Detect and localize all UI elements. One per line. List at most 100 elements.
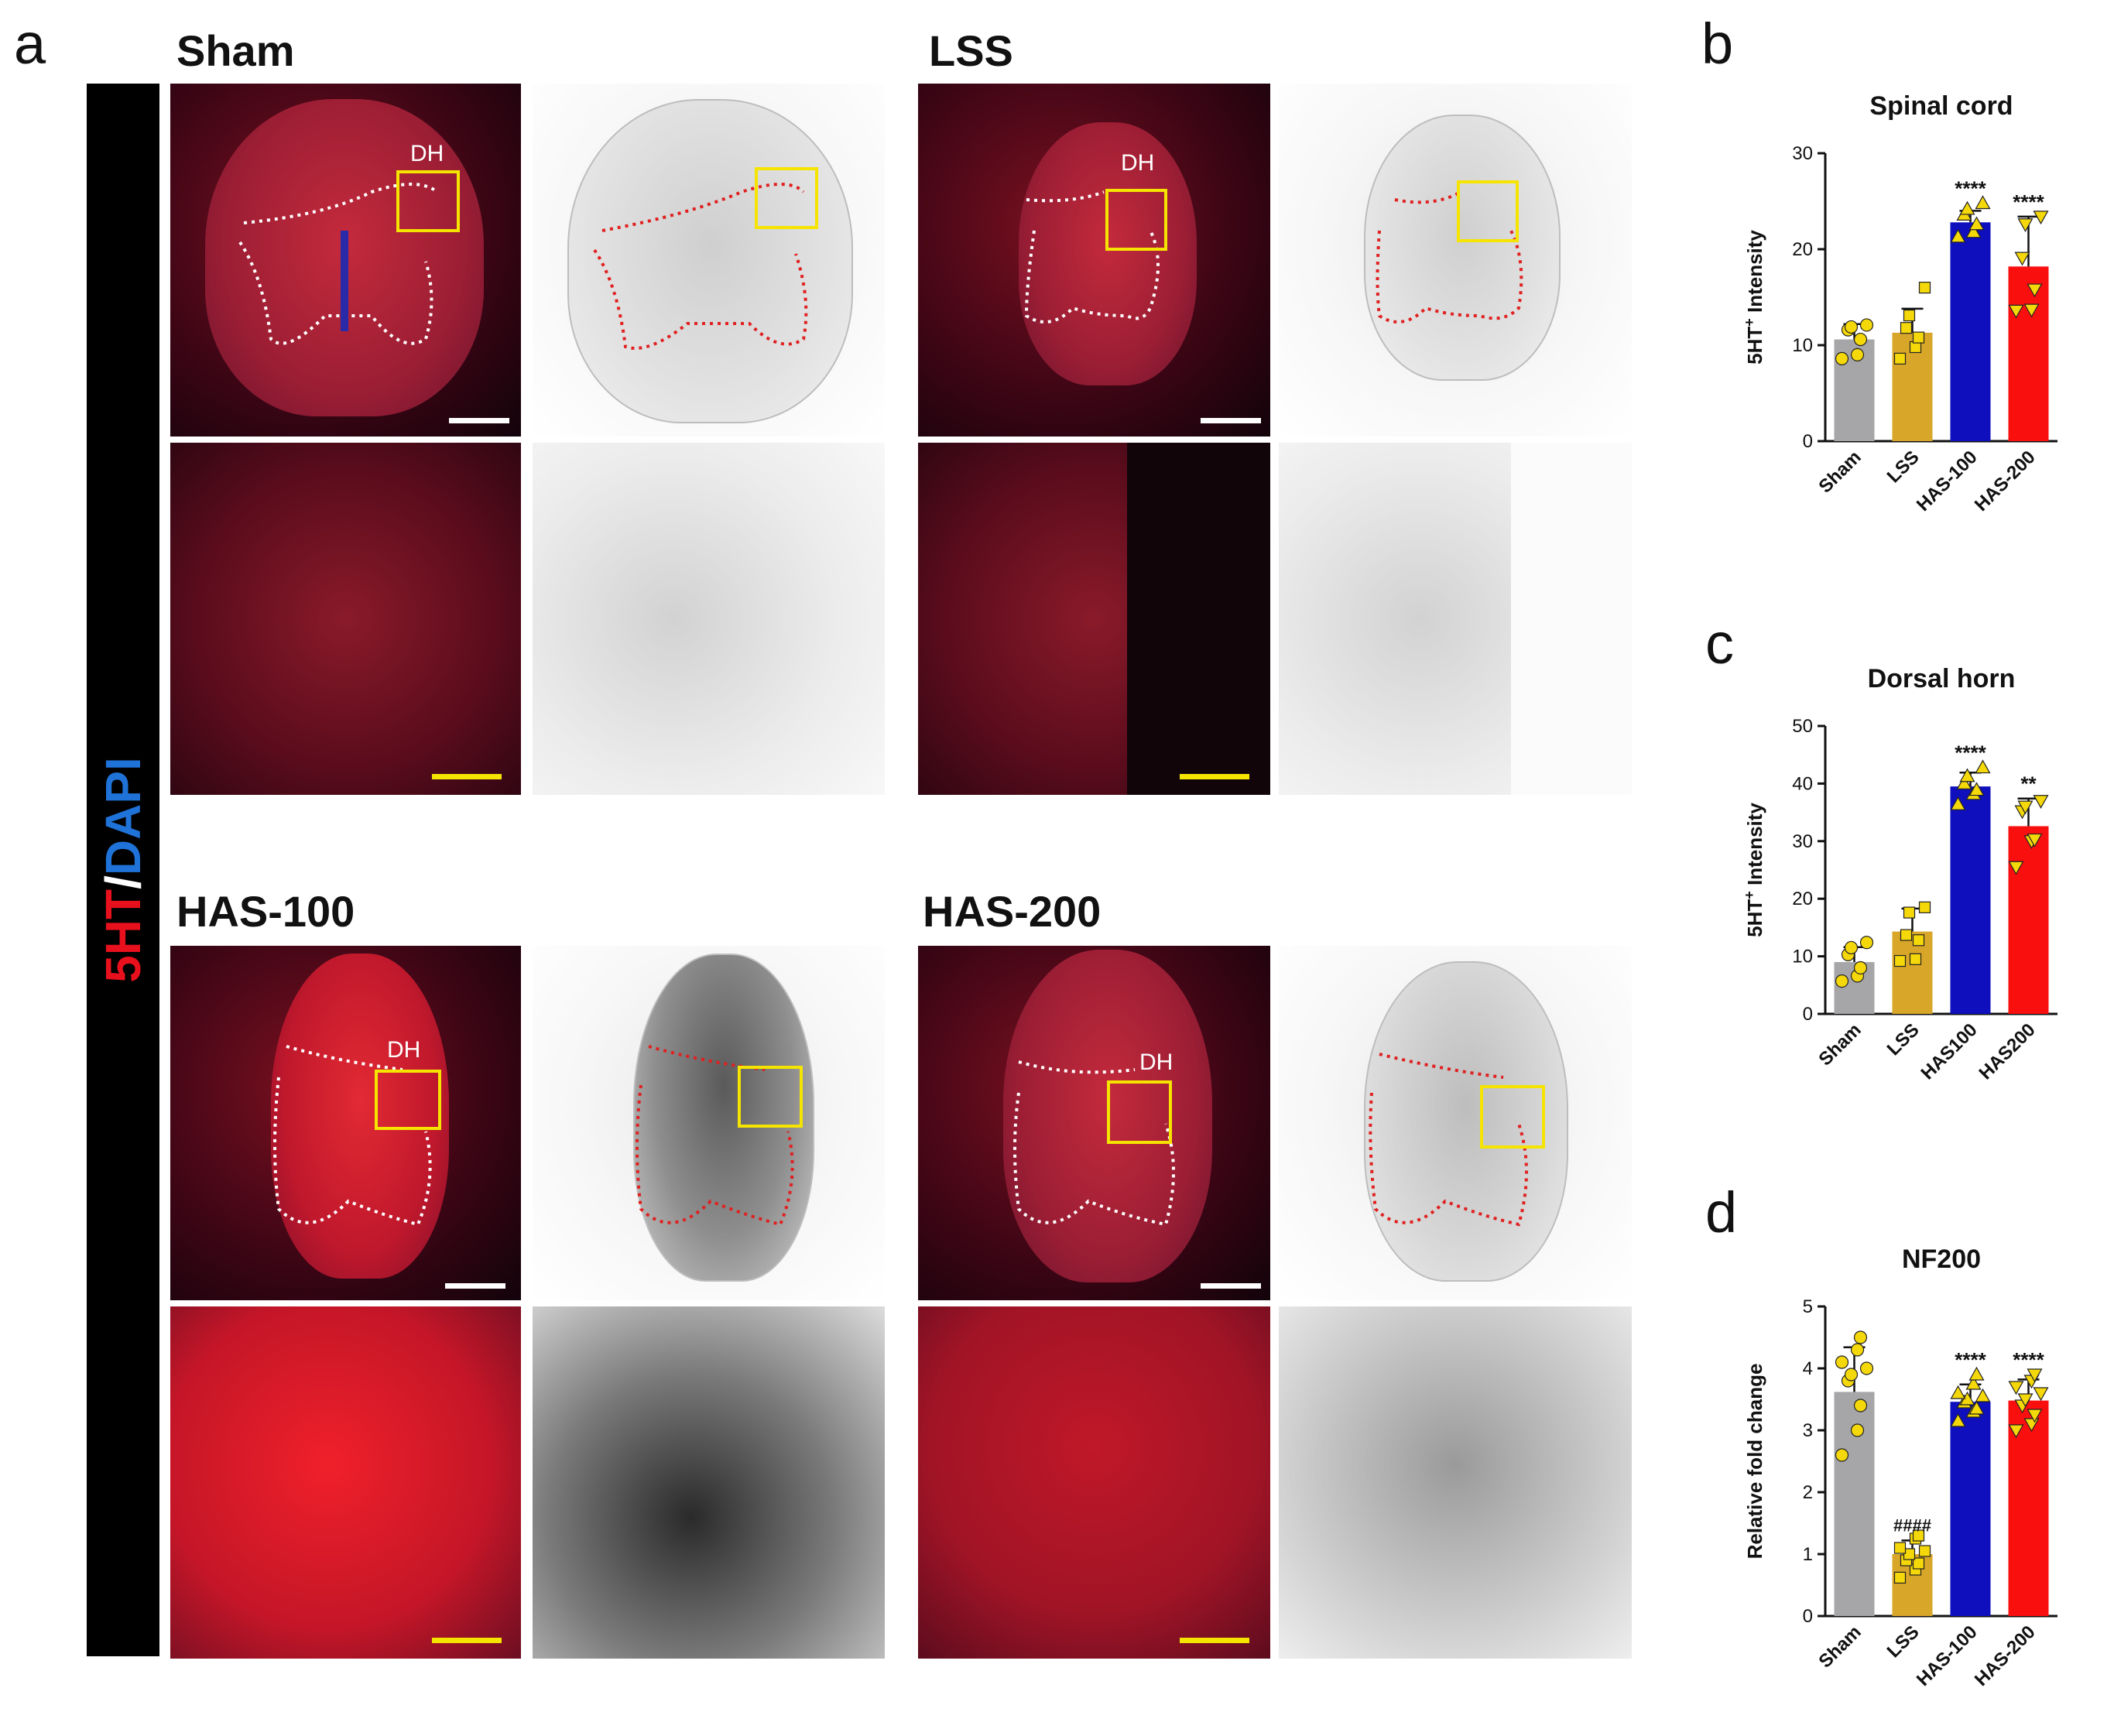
- data-point: [2027, 833, 2043, 847]
- y-tick-label: 1: [1803, 1544, 1813, 1565]
- data-point: [1950, 796, 1966, 810]
- y-tick-label: 50: [1792, 716, 1813, 737]
- y-label-rest: Intensity: [1743, 230, 1766, 319]
- cord-section: [1019, 122, 1197, 385]
- y-tick-label: 3: [1803, 1420, 1813, 1441]
- dh-box: [738, 1066, 803, 1128]
- lss-zoom-fluorescence: [918, 443, 1270, 795]
- stain-label-bar: 5HT/DAPI: [87, 84, 159, 1656]
- x-tick-label: HAS100: [1917, 1019, 1982, 1084]
- stain-5ht: 5HT: [95, 889, 151, 983]
- data-point: [2027, 1368, 2043, 1383]
- data-point: [1835, 351, 1849, 365]
- panel-label-a: a: [14, 12, 46, 76]
- data-point: [1950, 228, 1966, 243]
- data-point: [1909, 953, 1922, 965]
- grey-matter-outline: [273, 1045, 432, 1227]
- panel-label-b: b: [1701, 12, 1734, 76]
- x-tick-label: Sham: [1814, 1621, 1865, 1672]
- y-label-rest: Intensity: [1743, 803, 1766, 892]
- x-tick-label: HAS-100: [1913, 447, 1982, 515]
- scale-bar: [1180, 774, 1249, 779]
- significance-label: ****: [1955, 1348, 1986, 1371]
- significance-label: ****: [2013, 190, 2044, 214]
- lss-zoom-grayscale: [1279, 443, 1632, 795]
- data-point: [1859, 318, 1874, 332]
- scale-bar: [432, 1638, 502, 1643]
- data-point: [2017, 1393, 2033, 1408]
- data-point: [1850, 1423, 1865, 1437]
- has200-zoom-grayscale: [1279, 1306, 1632, 1659]
- data-point: [1850, 1343, 1865, 1357]
- scale-bar: [1201, 1283, 1261, 1289]
- bar: [1950, 222, 1991, 441]
- data-point: [1900, 929, 1913, 941]
- data-point: [1893, 1542, 1907, 1554]
- data-point: [1912, 1557, 1925, 1570]
- y-tick-label: 10: [1792, 947, 1813, 967]
- data-point: [2017, 218, 2033, 232]
- data-point: [1918, 901, 1931, 913]
- data-point: [1844, 940, 1859, 955]
- data-point: [1853, 960, 1868, 975]
- data-point: [2023, 303, 2040, 318]
- data-point: [1912, 1529, 1925, 1542]
- panel-label-c: c: [1705, 611, 1734, 676]
- x-tick-label: LSS: [1883, 447, 1924, 487]
- has200-overview-fluorescence: DH: [918, 946, 1270, 1300]
- data-point: [2033, 1387, 2049, 1402]
- y-tick-label: 10: [1792, 335, 1813, 356]
- cord-section: [633, 954, 814, 1282]
- has200-overview-grayscale: [1279, 946, 1632, 1300]
- data-point: [1903, 1548, 1916, 1560]
- y-tick-label: 30: [1792, 143, 1813, 164]
- data-point: [1950, 1385, 1966, 1399]
- bar: [1892, 931, 1933, 1014]
- scale-bar: [1180, 1638, 1249, 1643]
- cord-section: [1364, 115, 1561, 381]
- blank-region: [1511, 443, 1632, 795]
- data-point: [1893, 1571, 1907, 1584]
- grey-matter-outline: [1013, 1060, 1175, 1227]
- data-point: [1959, 768, 1975, 782]
- scale-bar: [449, 418, 509, 423]
- y-axis-label: 5HT+ Intensity: [1742, 230, 1766, 365]
- data-point: [2033, 795, 2049, 809]
- data-point: [2008, 1381, 2024, 1395]
- y-tick-label: 4: [1803, 1358, 1813, 1379]
- significance-label: **: [2020, 772, 2037, 796]
- data-point: [1975, 1388, 1991, 1402]
- has100-zoom-fluorescence: [170, 1306, 521, 1659]
- dh-label: DH: [387, 1037, 421, 1063]
- data-point: [2008, 1424, 2024, 1439]
- x-tick-label: HAS-200: [1971, 447, 2040, 515]
- data-point: [1853, 1330, 1868, 1344]
- data-point: [1835, 974, 1849, 988]
- data-point: [1850, 348, 1865, 361]
- group-title-lss: LSS: [929, 26, 1013, 75]
- data-point: [1968, 1400, 1985, 1415]
- y-tick-label: 30: [1792, 831, 1813, 852]
- chart-title: Dorsal horn: [1868, 664, 2016, 693]
- data-point: [1859, 936, 1874, 950]
- y-tick-label: 5: [1803, 1296, 1813, 1317]
- data-point: [1918, 282, 1931, 294]
- chart-nf200: NF200 Relative fold change 0 1 2 3 4 5 Sham #### L…: [1743, 1245, 2057, 1690]
- data-point: [1956, 776, 1972, 789]
- bar: [1950, 786, 1991, 1014]
- x-tick-label: HAS200: [1975, 1019, 2040, 1084]
- panel-label-d: d: [1705, 1180, 1738, 1245]
- data-point: [1968, 216, 1985, 231]
- x-tick-label: Sham: [1814, 447, 1865, 497]
- group-title-has100: HAS-100: [176, 887, 355, 936]
- y-label-superscript: +: [1742, 891, 1757, 899]
- data-point: [2027, 283, 2043, 298]
- significance-label: ****: [1955, 176, 1986, 200]
- data-point: [1950, 1412, 1966, 1427]
- x-tick-label: LSS: [1883, 1019, 1924, 1060]
- data-point: [1968, 1366, 1985, 1381]
- data-point: [1859, 1361, 1874, 1375]
- data-point: [1893, 954, 1907, 967]
- data-point: [1853, 332, 1868, 347]
- y-tick-label: 20: [1792, 239, 1813, 260]
